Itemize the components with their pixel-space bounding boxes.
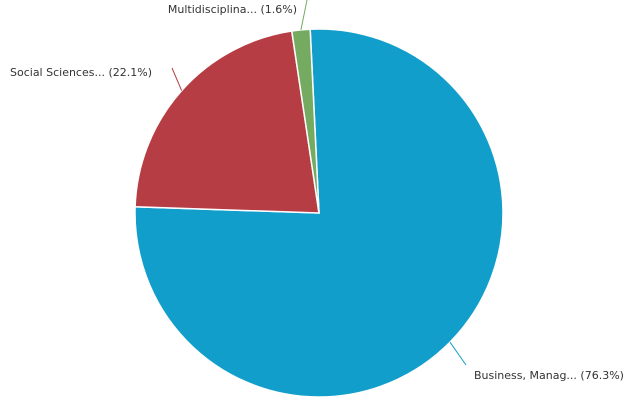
slice-label-1: Business, Manag... (76.3%) [474,369,624,382]
leader-lines-layer [171,0,467,366]
slices-layer [134,28,504,398]
slice-label-3: Multidisciplina... (1.6%) [168,3,297,16]
pie-slice-2[interactable] [134,30,320,214]
slice-label-2: Social Sciences... (22.1%) [10,66,152,79]
leader-line-2 [171,67,183,91]
leader-line-1 [449,341,467,366]
leader-line-3 [300,0,308,30]
labels-layer: Business, Manag... (76.3%) Social Science… [10,3,624,382]
